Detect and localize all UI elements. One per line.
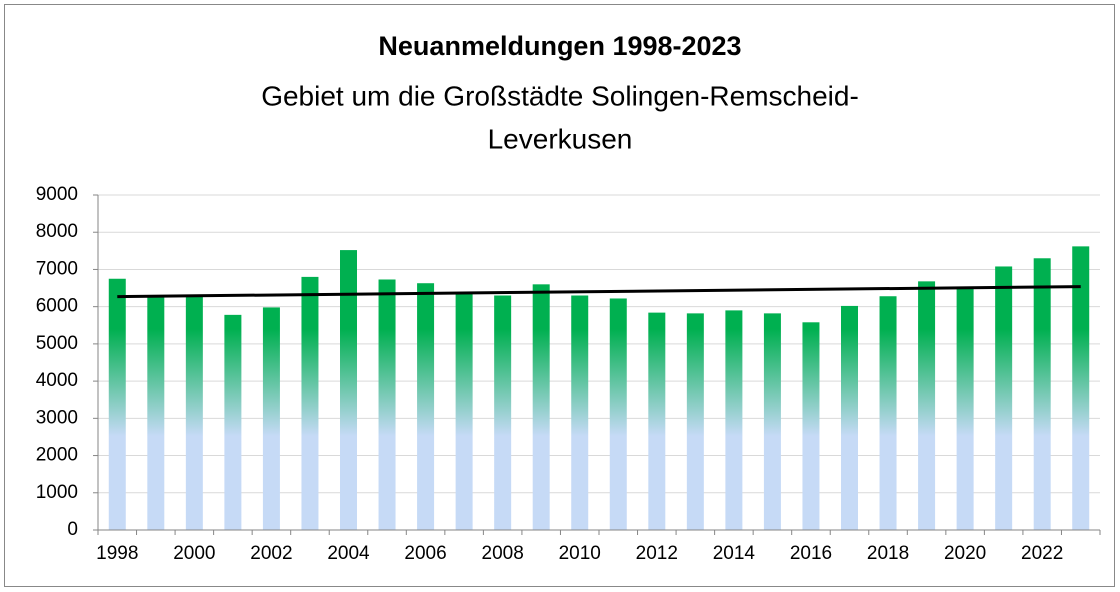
bar (455, 292, 473, 530)
x-tick-label: 2002 (250, 543, 292, 564)
y-tick-label: 1000 (36, 482, 78, 503)
chart-subtitle: Gebiet um die Großstädte Solingen-Remsch… (261, 80, 859, 111)
bar (147, 296, 165, 530)
y-tick-label: 0 (67, 519, 78, 540)
x-tick-label: 2020 (944, 543, 986, 564)
chart-subtitle: Leverkusen (488, 123, 633, 154)
bar (841, 305, 858, 530)
y-tick-label: 9000 (36, 184, 78, 205)
bar (686, 313, 704, 530)
x-tick-label: 2000 (173, 543, 215, 564)
trend-line (117, 285, 1081, 299)
bar (262, 307, 280, 530)
bar (956, 288, 974, 530)
x-tick-label: 2018 (867, 543, 909, 564)
y-tick-label: 3000 (36, 407, 78, 428)
bar (185, 295, 203, 530)
bar (108, 278, 126, 530)
bar (995, 266, 1013, 530)
x-tick-label: 2004 (327, 543, 370, 564)
x-tick-label: 2014 (713, 543, 756, 564)
bar (224, 314, 242, 530)
y-tick-label: 6000 (36, 296, 78, 317)
x-tick-label: 2008 (482, 543, 524, 564)
chart-title: Neuanmeldungen 1998-2023 (378, 31, 741, 61)
bar (494, 295, 512, 530)
y-tick-label: 4000 (36, 370, 78, 391)
x-tick-label: 2010 (559, 543, 601, 564)
bar (532, 284, 550, 530)
y-tick-label: 5000 (36, 333, 78, 354)
bar (918, 281, 936, 530)
y-tick-label: 7000 (36, 258, 78, 279)
bar (571, 295, 589, 530)
bar (417, 283, 435, 530)
y-tick-label: 8000 (36, 221, 78, 242)
bar (378, 279, 396, 530)
x-tick-label: 2006 (404, 543, 446, 564)
bar (340, 250, 357, 531)
bar (648, 312, 666, 530)
bar (1033, 258, 1051, 530)
y-tick-label: 2000 (36, 445, 78, 466)
bar (609, 298, 627, 530)
bar (879, 296, 897, 530)
x-tick-label: 1998 (96, 543, 138, 564)
bar (1072, 246, 1090, 530)
x-tick-label: 2012 (636, 543, 678, 564)
bar (301, 276, 319, 530)
x-tick-label: 2016 (790, 543, 832, 564)
bar (725, 310, 743, 530)
bar (763, 313, 781, 530)
bar (802, 322, 820, 530)
x-tick-label: 2022 (1021, 543, 1063, 564)
